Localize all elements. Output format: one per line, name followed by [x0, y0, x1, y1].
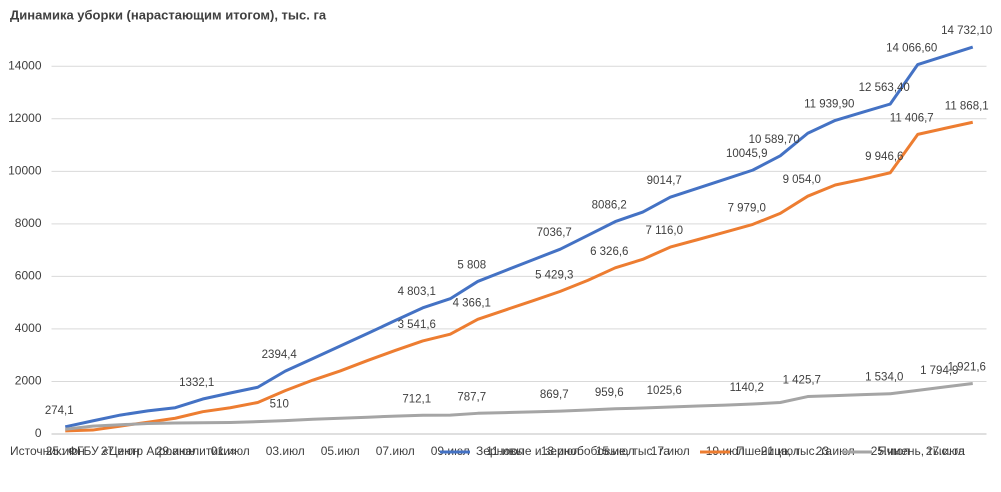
data-label: 787,7 [457, 391, 486, 403]
data-label: 4 803,1 [398, 286, 436, 298]
y-tick-label: 14000 [8, 58, 42, 72]
x-tick-label: 01.июл [211, 444, 250, 458]
series-line [65, 120, 974, 433]
x-tick-label: 17.июл [651, 444, 690, 458]
x-tick-label: 11.июл [486, 444, 524, 458]
data-label: 510 [270, 399, 289, 411]
data-label: 1 921,6 [948, 362, 986, 374]
series-line [64, 45, 974, 429]
chart-title: Динамика уборки (нарастающим итогом), ты… [10, 7, 327, 22]
data-label: 6 326,6 [590, 246, 628, 258]
data-label: 1 425,7 [783, 375, 821, 387]
data-label: 712,1 [402, 393, 431, 405]
data-label: 7 116,0 [645, 225, 683, 237]
x-tick-label: 27.июн [101, 444, 140, 458]
data-label: 14 066,60 [886, 43, 937, 55]
data-label: 9 946,6 [865, 151, 903, 163]
data-label: 1025,6 [647, 385, 682, 397]
y-tick-label: 12000 [8, 111, 42, 125]
series-line [65, 382, 973, 431]
x-tick-label: 15.июл [596, 444, 635, 458]
data-label: 14 732,10 [941, 25, 992, 37]
data-label: 11 406,7 [890, 112, 934, 124]
data-label: 9 054,0 [783, 174, 821, 186]
data-label: 959,6 [595, 387, 624, 399]
x-tick-label: 25.июн [46, 444, 85, 458]
x-tick-label: 07.июл [376, 444, 415, 458]
legend-label: Зерновые и зернобобовые, тыс. га [476, 444, 670, 458]
data-label: 274,1 [45, 405, 74, 417]
x-tick-label: 29.июн [156, 444, 195, 458]
source: Источник: ФГБУ «Центр Агроаналитики» [10, 444, 237, 458]
y-tick-label: 6000 [15, 269, 42, 283]
data-label: 7036,7 [537, 227, 572, 239]
x-tick-label: 27.июл [926, 444, 965, 458]
x-tick-label: 05.июл [321, 444, 360, 458]
legend-label: Ячмень, тыс. га [878, 444, 965, 458]
data-label: 10045,9 [726, 148, 768, 160]
x-tick-label: 21.июл [761, 444, 800, 458]
x-tick-label: 03.июл [266, 444, 305, 458]
data-label: 869,7 [540, 389, 569, 401]
y-tick-label: 2000 [15, 374, 42, 388]
data-label: 5 808 [457, 259, 486, 271]
data-label: 4 366,1 [453, 297, 491, 309]
data-label: 12 563,40 [859, 82, 910, 94]
data-label: 1 794,9 [920, 365, 958, 377]
data-label: 9014,7 [647, 175, 682, 187]
data-label: 11 939,90 [804, 98, 854, 110]
data-label: 8086,2 [592, 200, 627, 212]
data-label: 10 589,70 [749, 134, 800, 146]
data-label: 3 541,6 [398, 319, 436, 331]
y-tick-label: 8000 [15, 216, 42, 230]
y-tick-label: 0 [35, 426, 42, 440]
data-label: 1332,1 [179, 377, 214, 389]
y-tick-label: 10000 [8, 164, 42, 178]
x-tick-label: 23.июл [816, 444, 855, 458]
data-label: 11 868,1 [945, 100, 989, 112]
data-label: 2394,4 [262, 349, 298, 361]
y-tick-label: 4000 [15, 321, 42, 335]
data-label: 5 429,3 [535, 269, 573, 281]
data-label: 1 534,0 [865, 372, 903, 384]
x-tick-label: 25.июл [871, 444, 910, 458]
data-label: 7 979,0 [728, 202, 766, 214]
data-label: 1140,2 [730, 382, 764, 394]
x-tick-label: 13.июл [541, 444, 580, 458]
legend-label: Пшеница, тыс. га [736, 444, 832, 458]
